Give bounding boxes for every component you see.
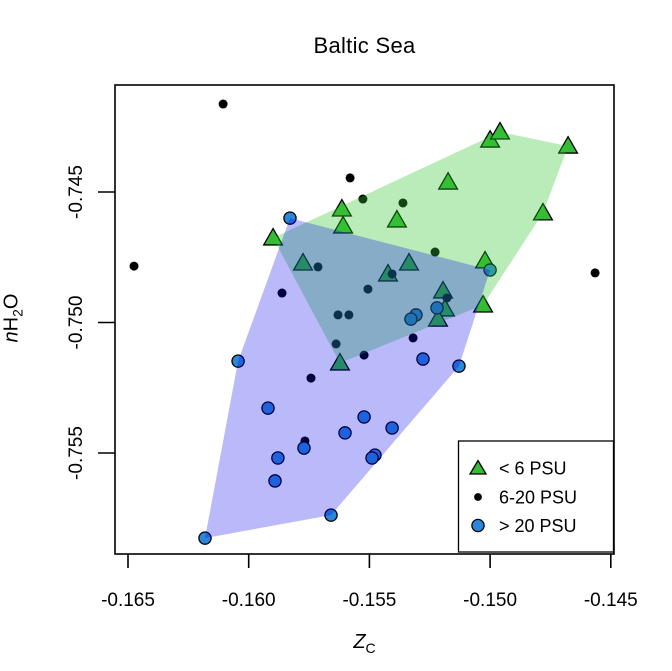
dot-marker	[345, 173, 355, 183]
legend-item-label: > 20 PSU	[499, 516, 577, 536]
gt20psu-hull-polygon	[205, 218, 491, 539]
legend-circle-marker	[471, 518, 485, 533]
circle-marker	[365, 451, 379, 465]
lt6psu-hull-polygon	[273, 132, 569, 363]
legend-item-label: 6-20 PSU	[499, 488, 577, 508]
circle-marker	[385, 421, 399, 435]
circle-marker	[268, 474, 282, 488]
dot-marker	[408, 333, 418, 343]
legend-box	[457, 440, 615, 553]
triangle-marker	[292, 252, 314, 271]
dot-marker	[333, 310, 343, 320]
x-tick-label: -0.150	[463, 590, 517, 611]
plot-border	[114, 84, 615, 555]
triangle-marker	[557, 135, 579, 154]
x-tick-label: -0.155	[342, 590, 396, 611]
triangle-marker	[331, 198, 353, 217]
triangle-marker	[427, 308, 449, 327]
axes-layer: -0.165 -0.160 -0.155 -0.150 -0.145 -0.745 -0.7…	[66, 165, 638, 611]
dot-marker	[218, 99, 228, 109]
circle-marker	[271, 451, 285, 465]
dot-marker	[313, 262, 323, 272]
triangle-marker	[332, 215, 354, 234]
triangle-marker	[262, 227, 284, 246]
legend-item-label: < 6 PSU	[499, 459, 567, 479]
circle-marker	[416, 352, 430, 366]
hull-layer	[205, 132, 569, 539]
dot-marker	[306, 373, 316, 383]
circle-marker	[357, 410, 371, 424]
circle-marker	[261, 401, 275, 415]
x-tick-label: -0.160	[222, 590, 276, 611]
dot-marker	[277, 288, 287, 298]
legend-dot-marker	[474, 493, 482, 501]
circle-marker	[283, 211, 297, 225]
circle-marker	[404, 312, 418, 326]
circle-marker	[452, 359, 466, 373]
triangle-marker	[329, 352, 351, 371]
circle-marker	[198, 531, 212, 545]
dot-marker	[344, 310, 354, 320]
triangle-marker	[398, 252, 420, 271]
x-tick-label: -0.165	[101, 590, 155, 611]
dot-marker	[358, 194, 368, 204]
dot-marker	[331, 339, 341, 349]
circle-marker	[324, 508, 338, 522]
triangle-marker	[468, 459, 488, 475]
dot-marker	[398, 198, 408, 208]
dot-marker	[129, 261, 139, 271]
x-tick-label: -0.145	[584, 590, 638, 611]
legend: < 6 PSU 6-20 PSU > 20 PSU	[457, 440, 615, 553]
dot-marker	[590, 268, 600, 278]
triangle-marker	[489, 121, 511, 140]
dot-marker	[430, 247, 440, 257]
y-tick-label: -0.755	[66, 426, 87, 480]
triangle-marker	[532, 202, 554, 221]
dot-marker	[359, 350, 369, 360]
dot-marker	[442, 293, 452, 303]
dot-marker	[387, 269, 397, 279]
circle-marker	[430, 301, 444, 315]
y-tick-label: -0.745	[66, 165, 87, 219]
triangle-marker	[437, 171, 459, 190]
triangle-marker	[472, 294, 494, 313]
data-points-layer	[129, 99, 600, 545]
circle-marker	[338, 426, 352, 440]
triangle-marker	[386, 209, 408, 228]
circle-marker	[483, 263, 497, 277]
dot-marker	[363, 284, 373, 294]
circle-marker	[297, 441, 311, 455]
circle-marker	[231, 354, 245, 368]
y-tick-label: -0.750	[66, 296, 87, 350]
